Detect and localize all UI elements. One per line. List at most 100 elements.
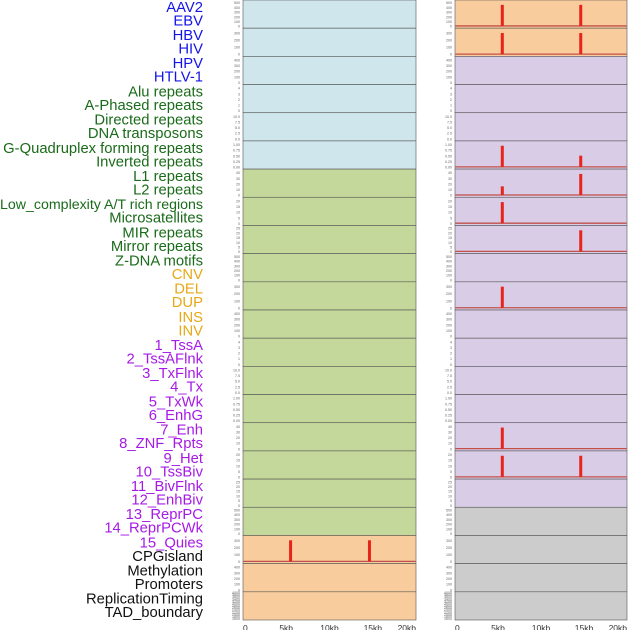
svg-text:100: 100 [446,46,452,50]
svg-text:CNV: CNV [172,267,203,283]
svg-text:400: 400 [234,6,240,10]
svg-text:0.0: 0.0 [235,137,240,141]
svg-text:10: 10 [448,211,452,215]
svg-text:40: 40 [236,171,240,175]
svg-text:20: 20 [236,485,240,489]
svg-text:0: 0 [450,81,452,85]
svg-text:10: 10 [448,494,452,498]
svg-text:25: 25 [236,227,240,231]
svg-text:300: 300 [234,64,240,68]
svg-text:20: 20 [448,436,452,440]
svg-text:200: 200 [446,523,452,527]
svg-text:0: 0 [450,447,452,451]
svg-text:300: 300 [446,318,452,322]
svg-text:20: 20 [448,231,452,235]
svg-text:4: 4 [238,340,240,344]
svg-text:INV: INV [178,323,203,339]
svg-text:0: 0 [450,53,452,57]
svg-text:300: 300 [234,285,240,289]
svg-text:1.00: 1.00 [233,397,240,401]
svg-text:200: 200 [234,70,240,74]
svg-text:100: 100 [446,75,452,79]
svg-text:0: 0 [450,278,452,282]
svg-text:4: 4 [238,87,240,91]
svg-text:40: 40 [448,425,452,429]
svg-text:500: 500 [446,1,452,5]
svg-text:0.75: 0.75 [445,149,452,153]
svg-text:7.5: 7.5 [447,374,452,378]
svg-text:5.0: 5.0 [235,380,240,384]
svg-text:0.75: 0.75 [445,402,452,406]
svg-text:3: 3 [450,346,452,350]
svg-text:1600: 1600 [444,617,452,621]
svg-text:8_ZNF_Rpts: 8_ZNF_Rpts [119,436,203,452]
svg-text:20: 20 [236,199,240,203]
svg-text:100: 100 [446,20,452,24]
svg-text:20: 20 [236,231,240,235]
svg-text:300: 300 [446,264,452,268]
svg-text:0: 0 [450,476,452,480]
svg-text:20: 20 [448,485,452,489]
svg-text:20: 20 [236,453,240,457]
svg-text:0.50: 0.50 [233,154,240,158]
svg-text:200: 200 [446,70,452,74]
svg-text:300: 300 [446,518,452,522]
svg-text:200: 200 [446,577,452,581]
svg-text:400: 400 [234,513,240,517]
svg-text:300: 300 [446,539,452,543]
svg-text:TAD_boundary: TAD_boundary [105,605,204,621]
svg-text:0.0: 0.0 [447,391,452,395]
svg-text:0: 0 [450,222,452,226]
svg-text:100: 100 [446,553,452,557]
svg-text:L2 repeats: L2 repeats [133,183,203,199]
svg-text:4: 4 [450,340,452,344]
svg-text:1: 1 [450,104,452,108]
svg-text:1: 1 [238,357,240,361]
svg-text:500: 500 [446,509,452,513]
svg-text:15kb: 15kb [364,623,383,630]
svg-text:200: 200 [234,323,240,327]
svg-text:Promoters: Promoters [135,577,203,593]
svg-text:10: 10 [236,241,240,245]
svg-text:40: 40 [236,425,240,429]
svg-text:5kb: 5kb [491,623,505,630]
svg-text:0.25: 0.25 [445,414,452,418]
svg-text:0.0: 0.0 [447,137,452,141]
svg-text:0: 0 [450,363,452,367]
svg-text:100: 100 [234,329,240,333]
svg-text:200: 200 [234,269,240,273]
svg-text:0: 0 [450,250,452,254]
svg-text:10_TssBiv: 10_TssBiv [136,464,204,480]
svg-text:0: 0 [238,447,240,451]
svg-text:400: 400 [446,260,452,264]
svg-text:200: 200 [446,292,452,296]
svg-text:CPGisland: CPGisland [132,549,203,565]
svg-text:0.50: 0.50 [445,154,452,158]
svg-text:5kb: 5kb [279,623,293,630]
svg-text:0: 0 [238,250,240,254]
svg-text:Mirror repeats: Mirror repeats [111,239,203,255]
svg-text:7.5: 7.5 [235,120,240,124]
svg-text:100: 100 [446,274,452,278]
svg-text:400: 400 [234,312,240,316]
svg-text:200: 200 [234,39,240,43]
svg-text:2.5: 2.5 [447,132,452,136]
svg-text:15: 15 [448,459,452,463]
svg-text:15: 15 [236,205,240,209]
svg-text:0.75: 0.75 [233,149,240,153]
svg-text:12_EnhBiv: 12_EnhBiv [131,493,203,509]
svg-text:HIV: HIV [178,42,203,58]
svg-text:10.0: 10.0 [233,115,240,119]
svg-text:0.00: 0.00 [445,419,452,423]
svg-text:30: 30 [448,430,452,434]
svg-text:500: 500 [446,255,452,259]
svg-text:0: 0 [450,194,452,198]
svg-text:10.0: 10.0 [445,368,452,372]
svg-text:4_Tx: 4_Tx [170,380,203,396]
svg-text:10: 10 [448,188,452,192]
svg-text:0: 0 [238,504,240,508]
svg-text:100: 100 [234,75,240,79]
svg-text:300: 300 [446,571,452,575]
svg-text:6_EnhG: 6_EnhG [149,408,203,424]
svg-text:400: 400 [446,566,452,570]
